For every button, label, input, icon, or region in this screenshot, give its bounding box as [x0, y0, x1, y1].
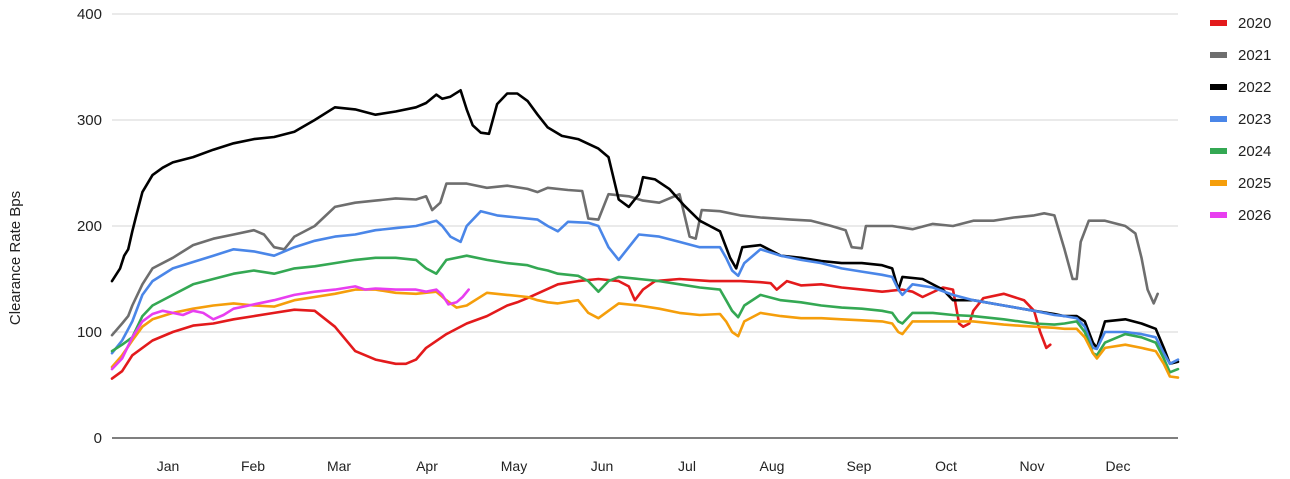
x-tick-label: Nov	[1020, 458, 1045, 474]
series-line-2020	[110, 277, 1052, 380]
y-tick-label: 0	[94, 430, 102, 447]
legend-swatch	[1210, 212, 1227, 218]
legend-label: 2024	[1238, 143, 1271, 160]
x-tick-label: May	[501, 458, 527, 474]
x-tick-label: Jul	[678, 458, 696, 474]
y-tick-label: 100	[77, 324, 102, 341]
series-line-2026	[110, 285, 470, 371]
y-axis-label: Clearance Rate Bps	[7, 191, 24, 325]
grid-lines	[112, 13, 1178, 439]
legend-swatch	[1210, 84, 1227, 90]
x-tick-label: Apr	[416, 458, 438, 474]
y-tick-labels: 0 100 200 300 400	[77, 6, 102, 447]
legend-item-2021: 2021	[1210, 47, 1271, 64]
legend-label: 2020	[1238, 15, 1271, 32]
legend-label: 2025	[1238, 175, 1271, 192]
legend-item-2022: 2022	[1210, 79, 1271, 96]
legend-item-2020: 2020	[1210, 15, 1271, 32]
legend-label: 2022	[1238, 79, 1271, 96]
series-line-2025	[110, 288, 1180, 379]
x-tick-label: Jan	[157, 458, 180, 474]
legend-label: 2026	[1238, 207, 1271, 224]
legend: 2020 2021 2022 2023 2024 2025 2026	[1210, 15, 1271, 224]
legend-item-2024: 2024	[1210, 143, 1271, 160]
x-tick-label: Dec	[1106, 458, 1131, 474]
legend-label: 2023	[1238, 111, 1271, 128]
legend-swatch	[1210, 52, 1227, 58]
x-tick-label: Sep	[847, 458, 872, 474]
x-tick-labels: Jan Feb Mar Apr May Jun Jul Aug Sep Oct Nov Dec	[157, 458, 1131, 474]
series-lines	[110, 89, 1180, 380]
y-tick-label: 300	[77, 112, 102, 129]
legend-item-2023: 2023	[1210, 111, 1271, 128]
legend-item-2026: 2026	[1210, 207, 1271, 224]
y-tick-label: 400	[77, 6, 102, 23]
x-tick-label: Aug	[760, 458, 785, 474]
series-line-2024	[110, 254, 1180, 374]
series-line-2022	[110, 89, 1180, 366]
legend-swatch	[1210, 116, 1227, 122]
series-line-2021	[110, 182, 1159, 337]
legend-swatch	[1210, 180, 1227, 186]
legend-swatch	[1210, 20, 1227, 26]
x-tick-label: Oct	[935, 458, 957, 474]
y-tick-label: 200	[77, 218, 102, 235]
series-line-2023	[110, 209, 1180, 366]
legend-item-2025: 2025	[1210, 175, 1271, 192]
x-tick-label: Jun	[591, 458, 614, 474]
x-tick-label: Mar	[327, 458, 351, 474]
legend-swatch	[1210, 148, 1227, 154]
x-tick-label: Feb	[241, 458, 265, 474]
legend-label: 2021	[1238, 47, 1271, 64]
